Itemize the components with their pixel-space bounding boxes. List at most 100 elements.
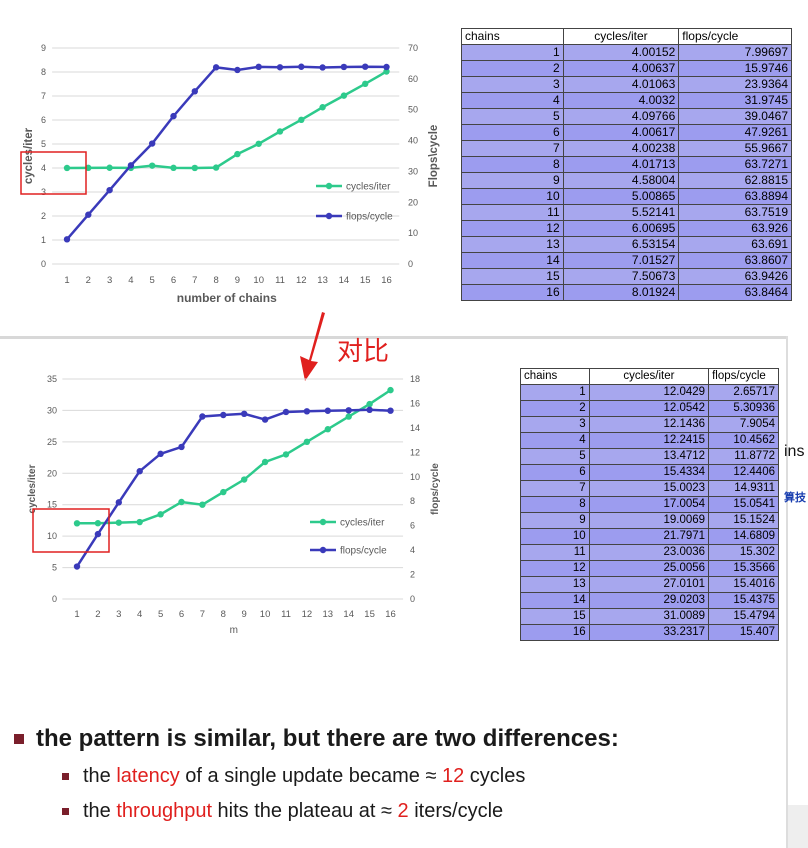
- table-row: 15 31.0089 15.4794: [520, 608, 779, 625]
- y-tick-label: 35: [47, 374, 57, 384]
- table-cell: 2: [520, 400, 590, 417]
- table-cell: 16: [520, 624, 590, 641]
- table-cell: 15.4016: [708, 576, 779, 593]
- sub2-throughput: throughput: [116, 800, 212, 822]
- y-tick-label: 1: [41, 235, 46, 245]
- y-tick-label: 20: [47, 468, 57, 478]
- table-cell: 4: [520, 432, 590, 449]
- table-cell: 6.53154: [562, 236, 680, 253]
- y2-tick-label: 40: [408, 136, 418, 146]
- table-cell: 10: [461, 188, 564, 205]
- table-row: 10 21.7971 14.6809: [520, 528, 779, 545]
- data-point: [383, 63, 390, 71]
- data-point: [212, 164, 220, 171]
- table-row: 11 5.52141 63.7519: [461, 204, 792, 221]
- table-cell: 29.0203: [588, 592, 710, 609]
- table-row: 13 27.0101 15.4016: [520, 576, 779, 593]
- data-point: [255, 140, 262, 147]
- y-tick-label: 10: [47, 531, 57, 541]
- data-point: [261, 458, 269, 466]
- table-cell: 12.1436: [588, 416, 710, 433]
- y2-tick-label: 70: [408, 43, 418, 53]
- table-cell: 63.8464: [678, 284, 792, 301]
- series-line-flops: [75, 408, 391, 568]
- table-cell: 2.65717: [708, 384, 779, 401]
- data-point: [241, 410, 248, 418]
- table-cell: 15.9746: [678, 60, 792, 77]
- data-point: [303, 408, 311, 415]
- y-tick-label: 8: [41, 67, 46, 77]
- table-cell: 5.52141: [562, 204, 680, 221]
- data-point: [319, 64, 326, 71]
- y-tick-label: 7: [41, 91, 46, 101]
- table-row: 4 12.2415 10.4562: [520, 432, 779, 449]
- table-cell: 3: [520, 416, 590, 433]
- data-point: [106, 164, 113, 171]
- bullet-square-icon: [14, 734, 24, 744]
- table-cell: 55.9667: [678, 140, 792, 157]
- x-tick-label: 16: [381, 275, 392, 286]
- sub1-value: 12: [442, 765, 465, 787]
- table-row: 12 25.0056 15.3566: [520, 560, 779, 577]
- table-row: 13 6.53154 63.691: [461, 236, 792, 253]
- data-point: [191, 164, 198, 172]
- x-tick-label: 15: [364, 609, 375, 620]
- data-point: [115, 519, 123, 526]
- x-tick-label: 5: [150, 275, 155, 286]
- table-row: 2 4.00637 15.9746: [461, 60, 792, 77]
- x-tick-label: 3: [116, 609, 121, 620]
- data-point: [303, 438, 311, 446]
- data-point: [387, 407, 394, 414]
- data-point: [63, 164, 71, 172]
- table-row: 7 4.00238 55.9667: [461, 140, 792, 157]
- y-tick-label: 9: [41, 43, 46, 53]
- table-cell: 23.9364: [678, 76, 792, 93]
- data-point: [199, 413, 206, 420]
- table-cell: 17.0054: [588, 496, 710, 513]
- data-point: [241, 476, 248, 483]
- legend-marker: [325, 212, 333, 220]
- table-cell: 10: [520, 528, 590, 545]
- sub1-c: of a single update became ≈: [179, 765, 442, 787]
- data-point: [276, 64, 284, 71]
- data-point: [366, 406, 373, 414]
- x-tick-label: 6: [179, 609, 184, 620]
- data-point: [383, 68, 390, 75]
- compare-label: 对比: [337, 337, 390, 367]
- table-cell: 15.0023: [588, 480, 710, 497]
- data-point: [170, 112, 177, 120]
- data-point: [345, 413, 352, 420]
- y2-tick-label: 12: [410, 447, 420, 457]
- table-cell: 63.9426: [678, 268, 792, 285]
- bullet-sub-latency: the latency of a single update became ≈ …: [62, 765, 784, 788]
- y2-tick-label: 30: [408, 166, 418, 176]
- table-row: 5 13.4712 11.8772: [520, 448, 779, 465]
- table-cell: 15.4794: [708, 608, 779, 625]
- data-point: [199, 501, 206, 508]
- table-cell: 1: [461, 44, 564, 61]
- data-point: [94, 520, 102, 527]
- y-tick-label: 3: [41, 187, 46, 197]
- legend-entry: cycles/iter: [340, 518, 385, 529]
- table-cell: 12.0429: [588, 384, 710, 401]
- data-point: [362, 63, 369, 70]
- table-row: 10 5.00865 63.8894: [461, 188, 792, 205]
- table-header-cell: chains: [461, 28, 564, 45]
- data-point: [324, 426, 331, 433]
- cutoff-text-ins: ins: [784, 443, 805, 460]
- bullet-sub-throughput: the throughput hits the plateau at ≈ 2 i…: [62, 800, 784, 823]
- table-cell: 19.0069: [588, 512, 710, 529]
- x-tick-label: 5: [158, 609, 163, 620]
- y-tick-label: 15: [47, 500, 57, 510]
- table-cell: 25.0056: [588, 560, 710, 577]
- data-point: [261, 416, 269, 423]
- y-tick-label: 5: [52, 563, 57, 573]
- x-tick-label: 8: [221, 609, 226, 620]
- data-point: [178, 498, 185, 506]
- table-cell: 9: [461, 172, 564, 189]
- x-tick-label: 14: [339, 275, 350, 286]
- data-point: [136, 518, 143, 526]
- x-tick-label: 10: [253, 275, 264, 286]
- series-line-cycles: [66, 70, 388, 170]
